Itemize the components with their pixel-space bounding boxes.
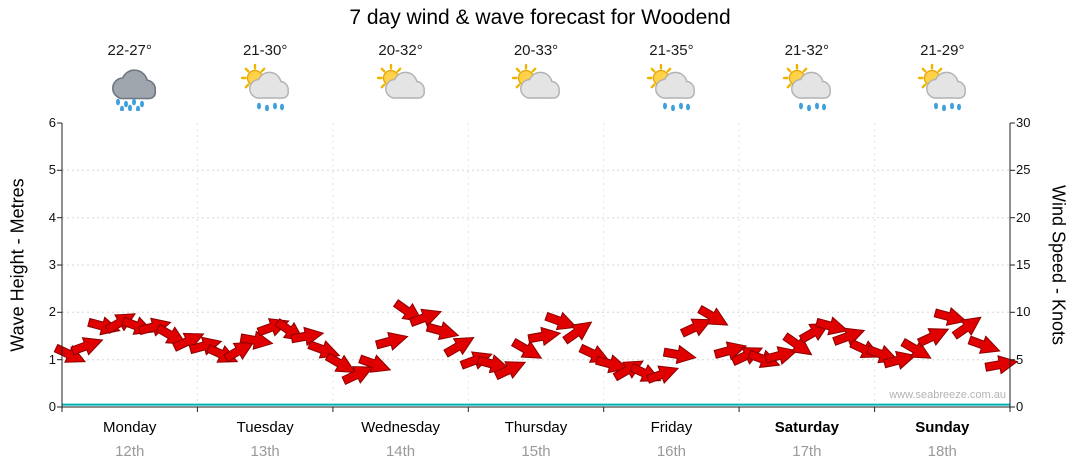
x-label-day: Saturday bbox=[774, 419, 839, 436]
left-tick-label: 5 bbox=[48, 162, 56, 178]
day-temp-range: 21-35° bbox=[649, 42, 694, 59]
x-label-day: Wednesday bbox=[361, 419, 441, 436]
right-axis-label: Wind Speed - Knots bbox=[1048, 184, 1069, 346]
rain-icon bbox=[102, 63, 158, 113]
day-temp-range: 21-30° bbox=[242, 42, 288, 59]
x-label-day: Thursday bbox=[504, 419, 568, 436]
sun-cloud-glyph bbox=[511, 63, 560, 99]
x-label-day: Sunday bbox=[915, 419, 970, 436]
left-tick-label: 0 bbox=[48, 399, 56, 414]
left-tick-label: 2 bbox=[48, 304, 56, 320]
x-label-date: 15th bbox=[521, 443, 551, 460]
x-label-date: 12th bbox=[115, 443, 145, 460]
right-tick-label: 30 bbox=[1016, 115, 1031, 130]
left-tick-label: 4 bbox=[48, 209, 56, 225]
left-axis-label: Wave Height - Metres bbox=[7, 178, 28, 352]
day-temp-range: 21-29° bbox=[920, 42, 965, 59]
right-tick-label: 25 bbox=[1016, 162, 1031, 178]
right-tick-label: 5 bbox=[1016, 351, 1024, 367]
left-tick-label: 1 bbox=[48, 351, 56, 367]
x-label-day: Friday bbox=[650, 419, 693, 436]
page-title: 7 day wind & wave forecast for Woodend bbox=[349, 6, 731, 29]
sun-cloud-rain-glyph bbox=[782, 63, 831, 112]
sun-cloud-rain-glyph bbox=[647, 63, 696, 112]
left-tick-label: 6 bbox=[48, 115, 56, 130]
x-label-date: 17th bbox=[792, 443, 822, 460]
sun-cloud-rain-glyph bbox=[240, 63, 290, 112]
rain-glyph bbox=[111, 69, 156, 113]
sun-cloud-glyph bbox=[376, 63, 425, 99]
sun-cloud-rain-glyph bbox=[918, 63, 967, 112]
right-tick-label: 15 bbox=[1016, 257, 1031, 272]
day-temp-range: 22-27° bbox=[107, 42, 152, 59]
right-tick-label: 20 bbox=[1016, 209, 1031, 225]
day-temp-range: 20-33° bbox=[513, 42, 559, 59]
sun-cloud-icon bbox=[508, 63, 564, 111]
plot-area bbox=[53, 122, 1019, 412]
sun-cloud-rain-icon bbox=[237, 63, 293, 112]
watermark: www.seabreeze.com.au bbox=[889, 389, 1006, 401]
sun-cloud-rain-icon bbox=[643, 63, 699, 112]
x-label-date: 13th bbox=[250, 443, 280, 460]
sun-cloud-rain-icon bbox=[914, 63, 970, 112]
sun-cloud-rain-icon bbox=[779, 63, 835, 112]
right-tick-label: 0 bbox=[1016, 399, 1024, 414]
x-label-date: 16th bbox=[656, 443, 687, 460]
day-temp-range: 20-32° bbox=[378, 42, 423, 59]
x-label-day: Tuesday bbox=[236, 419, 294, 436]
x-label-date: 18th bbox=[927, 443, 957, 460]
right-tick-label: 10 bbox=[1016, 304, 1031, 320]
day-temp-range: 21-32° bbox=[784, 42, 830, 59]
x-label-date: 14th bbox=[385, 443, 416, 460]
sun-cloud-icon bbox=[373, 63, 429, 111]
x-label-day: Monday bbox=[103, 419, 157, 436]
left-tick-label: 3 bbox=[48, 257, 56, 272]
